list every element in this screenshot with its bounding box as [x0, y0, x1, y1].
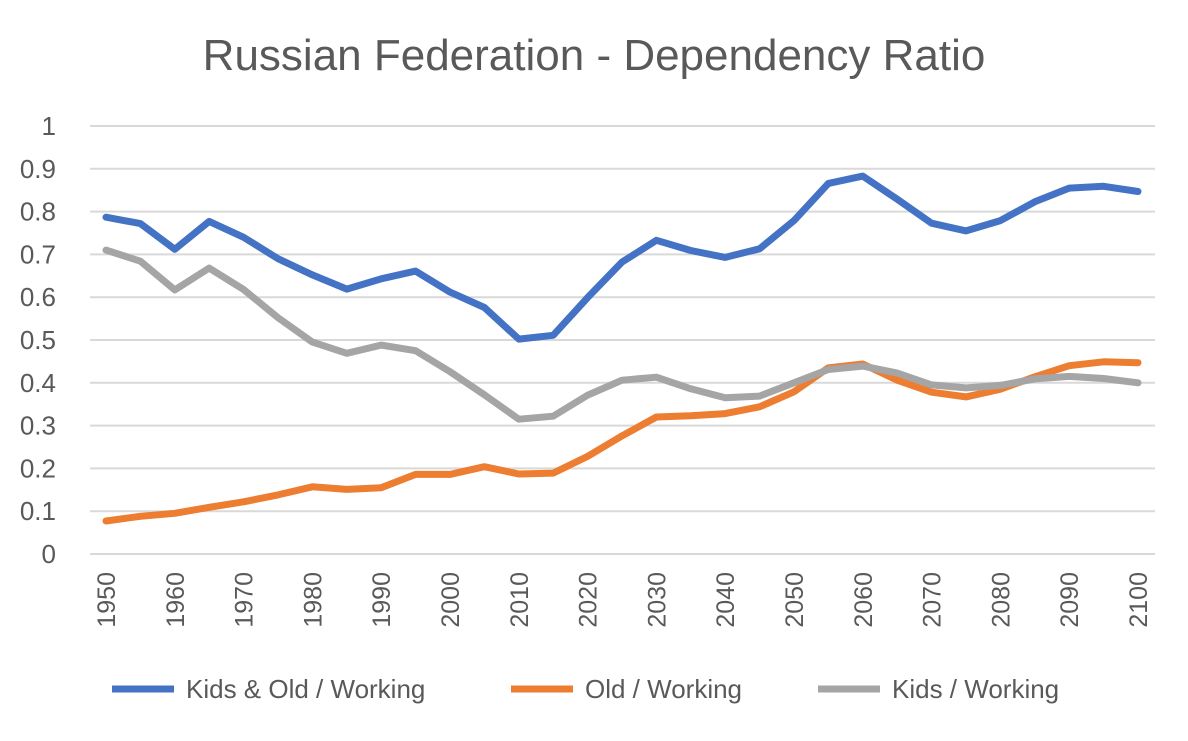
y-tick-label: 0.9	[20, 154, 56, 184]
x-tick-label: 1970	[231, 572, 259, 628]
series-lines	[102, 172, 1142, 525]
legend-label-kids-old-working: Kids & Old / Working	[186, 674, 425, 704]
y-tick-label: 0	[42, 539, 56, 569]
y-tick-label: 0.8	[20, 197, 56, 227]
x-tick-label: 2090	[1056, 572, 1084, 628]
y-tick-label: 0.7	[20, 239, 56, 269]
x-tick-label: 2020	[575, 572, 603, 628]
series-line-kids-old-working	[102, 172, 1142, 343]
legend: Kids & Old / Working Old / Working Kids / …	[112, 674, 1059, 704]
x-tick-label: 2040	[712, 572, 740, 628]
x-axis-ticks: 1950 1960 1970 1980 1990 2000 2010 2020 2030 2040…	[93, 572, 1153, 628]
x-tick-label: 2100	[1125, 572, 1153, 628]
x-tick-label: 2080	[987, 572, 1015, 628]
chart-title: Russian Federation - Dependency Ratio	[203, 31, 986, 80]
x-tick-label: 2000	[437, 572, 465, 628]
y-tick-label: 0.4	[20, 368, 56, 398]
y-tick-label: 0.2	[20, 453, 56, 483]
x-tick-label: 1950	[93, 572, 121, 628]
x-tick-label: 2010	[506, 572, 534, 628]
x-tick-label: 2030	[643, 572, 671, 628]
x-tick-label: 1960	[162, 572, 190, 628]
y-tick-label: 0.1	[20, 496, 56, 526]
gridlines	[90, 125, 1155, 555]
x-tick-label: 2070	[919, 572, 947, 628]
legend-label-old-working: Old / Working	[585, 674, 742, 704]
y-tick-label: 0.5	[20, 325, 56, 355]
y-tick-label: 1	[42, 111, 56, 141]
x-tick-label: 1990	[368, 572, 396, 628]
series-line-kids-working	[102, 246, 1142, 423]
x-tick-label: 1980	[299, 572, 327, 628]
x-tick-label: 2060	[850, 572, 878, 628]
y-tick-label: 0.3	[20, 411, 56, 441]
x-tick-label: 2050	[781, 572, 809, 628]
series-line-old-working	[102, 358, 1142, 525]
legend-label-kids-working: Kids / Working	[892, 674, 1059, 704]
y-axis-ticks: 0 0.1 0.2 0.3 0.4 0.5 0.6 0.7 0.8 0.9 1	[20, 111, 56, 569]
y-tick-label: 0.6	[20, 282, 56, 312]
